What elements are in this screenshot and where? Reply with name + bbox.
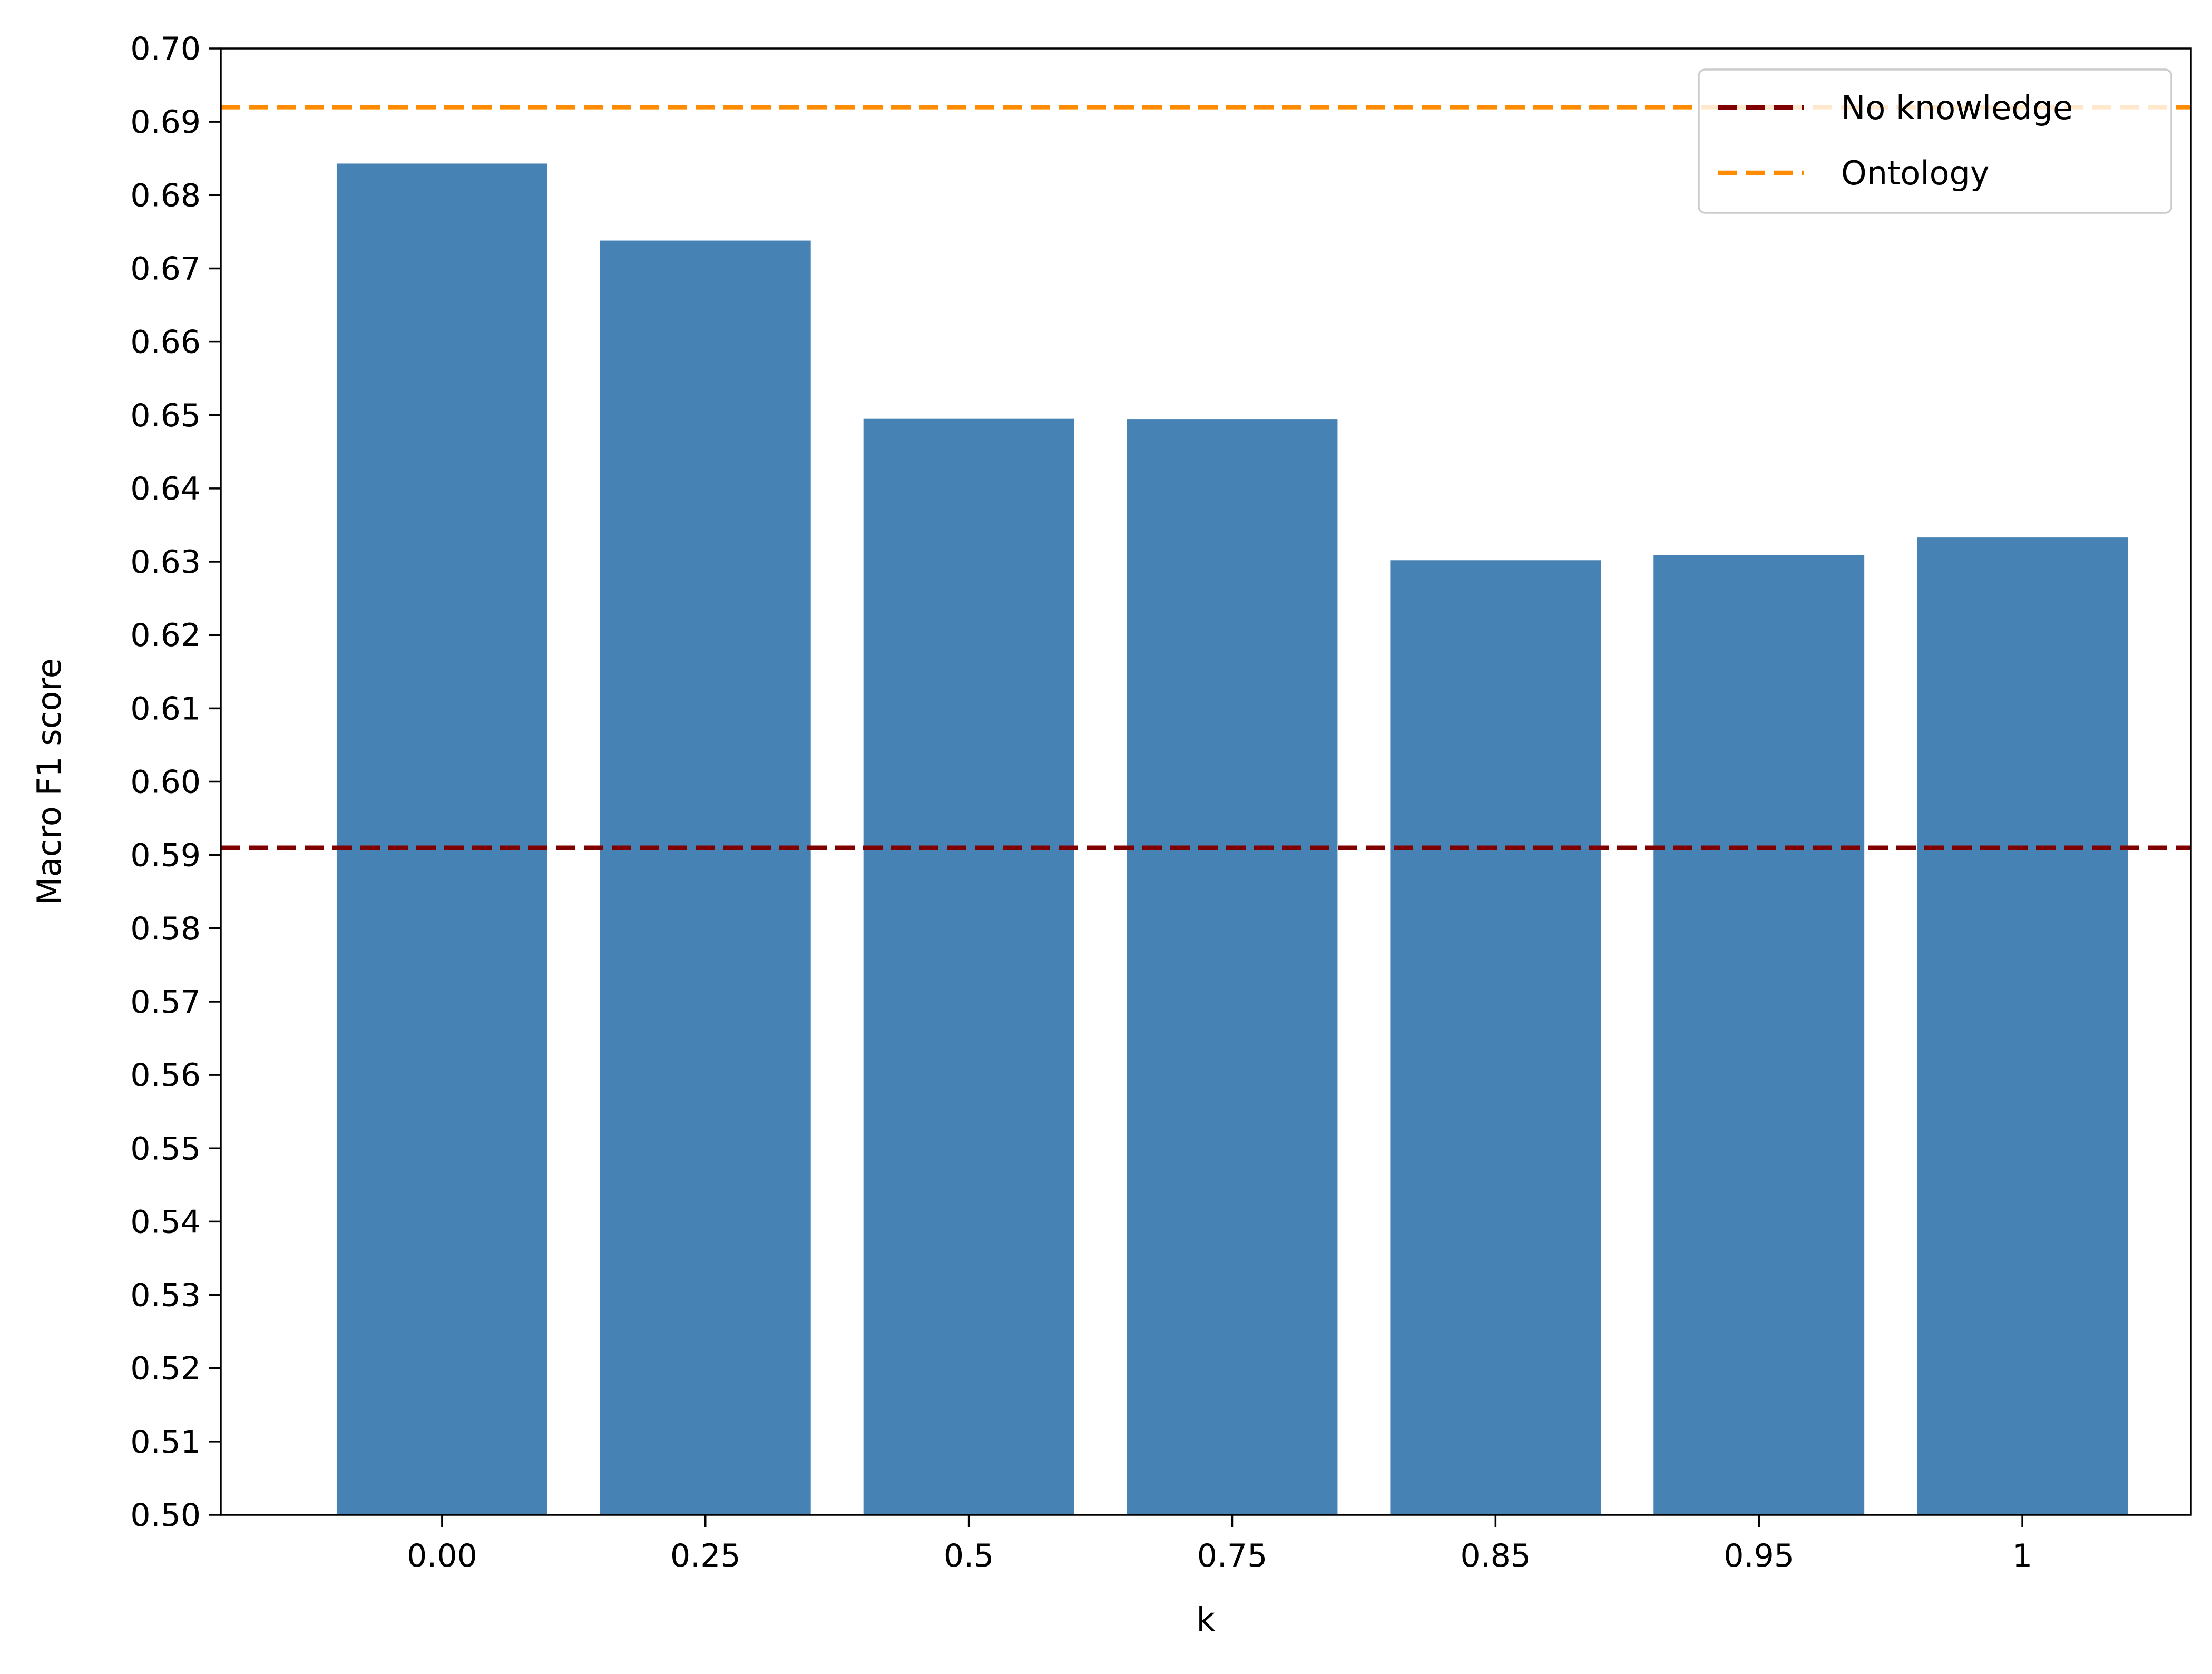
x-tick-label: 0.85 [1461, 1538, 1531, 1574]
y-tick-label: 0.60 [130, 764, 201, 801]
y-axis-label: Macro F1 score [30, 658, 68, 905]
y-tick-label: 0.56 [130, 1057, 201, 1094]
y-tick-label: 0.57 [130, 984, 201, 1021]
y-tick-label: 0.67 [130, 250, 201, 287]
bar-0.00 [336, 163, 547, 1515]
y-tick-label: 0.53 [130, 1277, 201, 1314]
y-tick-label: 0.59 [130, 837, 201, 874]
y-tick-label: 0.58 [130, 911, 201, 947]
y-tick-label: 0.51 [130, 1424, 201, 1461]
y-tick-label: 0.66 [130, 324, 201, 361]
plot-area [221, 105, 2191, 1515]
y-tick-label: 0.54 [130, 1203, 201, 1240]
x-tick-label: 0.75 [1197, 1538, 1268, 1574]
x-tick-label: 0.00 [407, 1538, 477, 1574]
y-tick-label: 0.65 [130, 397, 201, 434]
y-tick-label: 0.55 [130, 1130, 201, 1167]
y-tick-label: 0.70 [130, 31, 201, 67]
legend: No knowledge Ontology [1698, 68, 2172, 214]
y-tick-label: 0.69 [130, 104, 201, 141]
bar-0.5 [863, 418, 1074, 1515]
bar-0.25 [600, 240, 811, 1515]
x-tick-label: 0.25 [670, 1538, 741, 1574]
y-tick-label: 0.52 [130, 1350, 201, 1387]
axes: 0.500.510.520.530.540.550.560.570.580.59… [130, 31, 2192, 1574]
y-tick-label: 0.61 [130, 690, 201, 727]
x-tick-label: 0.5 [944, 1538, 994, 1574]
y-tick-label: 0.68 [130, 177, 201, 214]
y-tick-label: 0.62 [130, 617, 201, 654]
bar-0.75 [1127, 419, 1338, 1515]
legend-label-1: Ontology [1841, 154, 1990, 192]
x-tick-label: 1 [2012, 1538, 2032, 1574]
x-tick-label: 0.95 [1724, 1538, 1794, 1574]
legend-box [1698, 68, 2172, 214]
y-tick-label: 0.64 [130, 471, 201, 507]
bar-1 [1917, 537, 2128, 1515]
y-tick-label: 0.63 [130, 544, 201, 581]
bar-0.85 [1390, 560, 1601, 1515]
x-axis-label: k [1197, 1600, 1216, 1639]
y-tick-label: 0.50 [130, 1497, 201, 1534]
legend-label-0: No knowledge [1841, 89, 2073, 127]
bar-0.95 [1653, 555, 1865, 1515]
